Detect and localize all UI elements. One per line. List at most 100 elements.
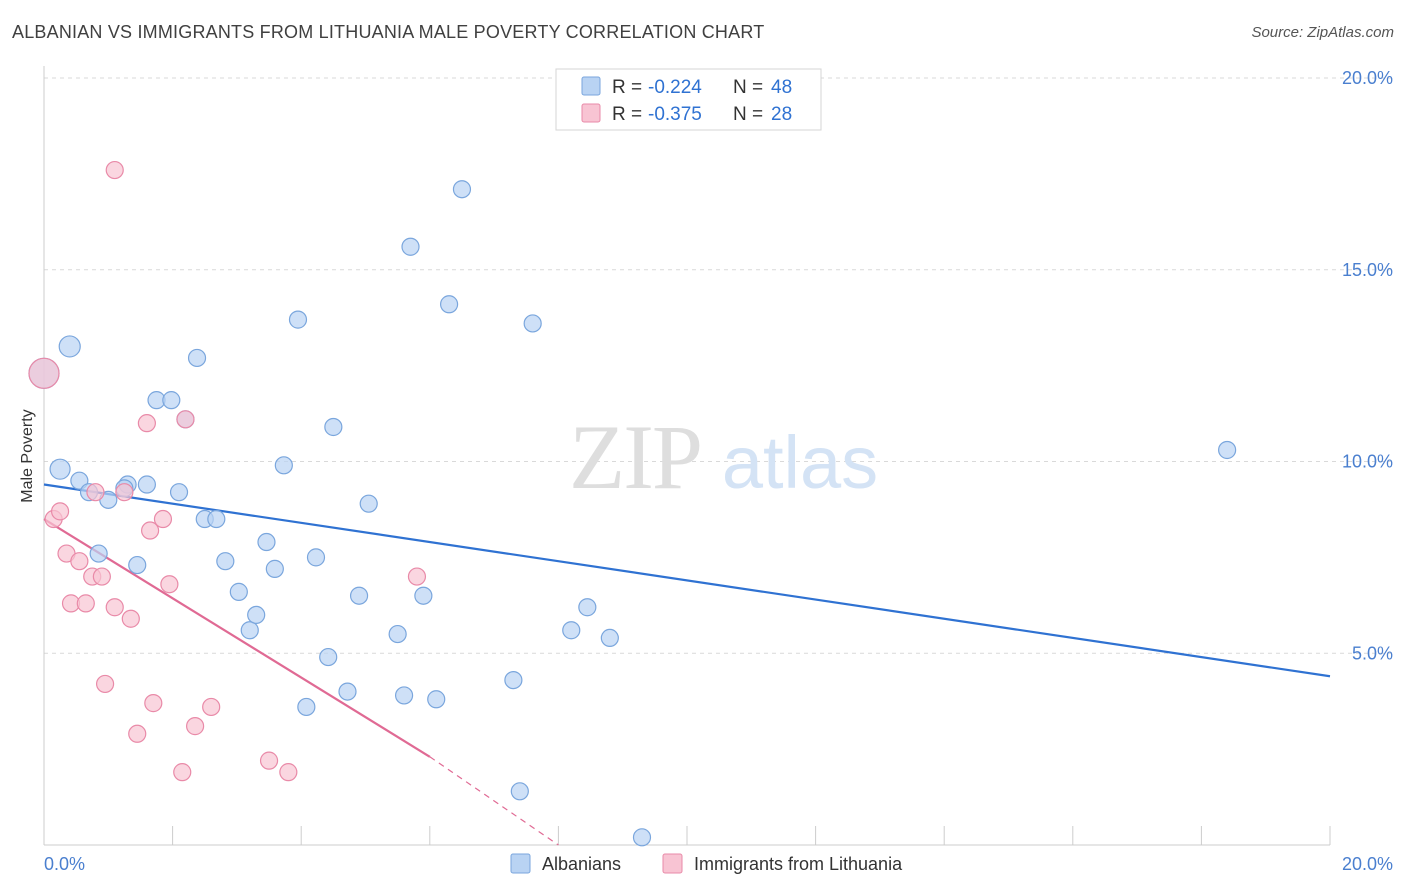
lithuania-point-24 — [279, 763, 298, 782]
legend-n-value-1: 48 — [771, 77, 792, 98]
lithuania-point-6 — [76, 594, 95, 613]
albanian-point-46 — [1218, 440, 1237, 460]
albanian-point-21 — [257, 532, 276, 552]
x-tick-label-0: 0.0% — [44, 854, 85, 874]
albanian-point-35 — [414, 586, 433, 605]
albanian-point-7 — [137, 475, 156, 494]
albanian-point-40 — [510, 782, 529, 801]
bottom-legend-albanians: Albanians — [542, 854, 621, 874]
lithuania-point-16 — [144, 694, 163, 713]
albanian-point-2 — [49, 458, 71, 480]
lithuania-point-21 — [186, 717, 205, 736]
albanian-point-24 — [288, 310, 308, 329]
lithuania-point-26 — [105, 160, 124, 180]
bottom-legend-lithuania: Immigrants from Lithuania — [694, 854, 903, 874]
x-tick-label-1: 20.0% — [1342, 854, 1393, 874]
albanian-point-27 — [319, 647, 338, 667]
y-tick-label-0: 5.0% — [1352, 643, 1393, 663]
albanian-point-17 — [216, 552, 235, 571]
albanian-point-23 — [274, 456, 293, 475]
albanian-point-29 — [338, 682, 357, 701]
legend-r-value-2: -0.375 — [648, 104, 702, 125]
albanian-point-25 — [297, 697, 316, 717]
lithuania-point-10 — [105, 598, 124, 617]
albanian-point-8 — [89, 544, 108, 563]
albanian-point-39 — [504, 670, 523, 690]
legend-r-label-2: R = — [612, 104, 642, 125]
lithuania-point-17 — [153, 509, 173, 529]
albanian-point-42 — [562, 621, 581, 640]
albanian-point-20 — [247, 605, 266, 625]
watermark-zip: ZIP — [569, 406, 701, 508]
lithuania-point-19 — [173, 763, 192, 782]
legend-swatch-blue — [581, 76, 601, 96]
trendline-albanians — [43, 483, 1331, 678]
y-tick-label-3: 20.0% — [1342, 68, 1393, 88]
bottom-legend-swatch-lithuania — [662, 853, 683, 874]
series-albanians — [28, 180, 1237, 847]
albanian-point-31 — [359, 494, 378, 513]
tick-labels: 5.0% 10.0% 15.0% 20.0% 0.0% 20.0% — [44, 68, 1393, 874]
albanian-point-41 — [523, 314, 542, 333]
y-tick-label-1: 10.0% — [1342, 452, 1393, 472]
albanian-point-19 — [240, 621, 259, 640]
lithuania-point-23 — [259, 751, 279, 770]
albanian-point-13 — [169, 483, 189, 502]
legend-swatch-pink — [581, 103, 601, 123]
albanian-point-28 — [324, 417, 343, 437]
lithuania-point-11 — [115, 483, 134, 502]
trendline-lithuania — [43, 518, 431, 758]
stats-legend: R = -0.224 N = 48 R = -0.375 N = 28 — [555, 68, 822, 131]
chart-title: ALBANIAN VS IMMIGRANTS FROM LITHUANIA MA… — [12, 22, 765, 42]
albanian-point-32 — [388, 624, 407, 644]
lithuania-point-22 — [202, 697, 221, 717]
albanian-point-44 — [600, 628, 619, 648]
lithuania-point-8 — [92, 567, 111, 586]
albanian-point-22 — [265, 559, 284, 578]
albanian-point-18 — [229, 582, 248, 601]
albanian-point-14 — [187, 348, 207, 368]
lithuania-point-18 — [160, 575, 179, 594]
albanian-point-37 — [439, 295, 459, 314]
trendlines — [43, 483, 1331, 846]
lithuania-point-25 — [407, 567, 427, 586]
albanian-point-16 — [207, 509, 226, 529]
albanian-point-45 — [632, 828, 652, 847]
lithuania-point-27 — [86, 483, 105, 502]
legend-r-label-1: R = — [612, 77, 642, 98]
legend-n-value-2: 28 — [771, 104, 792, 125]
albanian-point-26 — [306, 548, 326, 567]
lithuania-point-0 — [28, 357, 60, 389]
albanian-point-34 — [401, 237, 420, 256]
trendline-lithuania-extension — [429, 756, 559, 846]
bottom-legend: Albanians Immigrants from Lithuania — [510, 853, 903, 874]
albanian-point-38 — [452, 180, 472, 199]
legend-r-value-1: -0.224 — [648, 77, 702, 98]
legend-n-label-1: N = — [733, 77, 763, 98]
albanian-point-36 — [427, 690, 446, 709]
source-note: Source: ZipAtlas.com — [1251, 24, 1394, 41]
grid-lines — [44, 77, 1392, 654]
albanian-point-30 — [349, 586, 369, 605]
lithuania-point-13 — [128, 724, 147, 743]
lithuania-point-12 — [121, 609, 140, 628]
legend-n-label-2: N = — [733, 104, 763, 125]
albanian-point-1 — [58, 335, 81, 358]
lithuania-point-5 — [70, 552, 89, 571]
lithuania-point-14 — [137, 414, 156, 433]
series-lithuania — [28, 160, 427, 782]
lithuania-point-2 — [50, 502, 70, 521]
lithuania-point-20 — [176, 410, 195, 429]
albanian-point-43 — [578, 598, 597, 617]
watermark-atlas: atlas — [722, 421, 878, 504]
bottom-legend-swatch-albanians — [510, 853, 531, 874]
lithuania-point-9 — [95, 674, 115, 694]
watermark: ZIP atlas — [569, 406, 878, 508]
albanian-point-33 — [394, 686, 414, 705]
y-tick-label-2: 15.0% — [1342, 260, 1393, 280]
axes — [43, 66, 1331, 846]
albanian-point-11 — [162, 391, 181, 410]
lithuania-point-15 — [140, 521, 160, 540]
albanian-point-9 — [128, 555, 147, 575]
